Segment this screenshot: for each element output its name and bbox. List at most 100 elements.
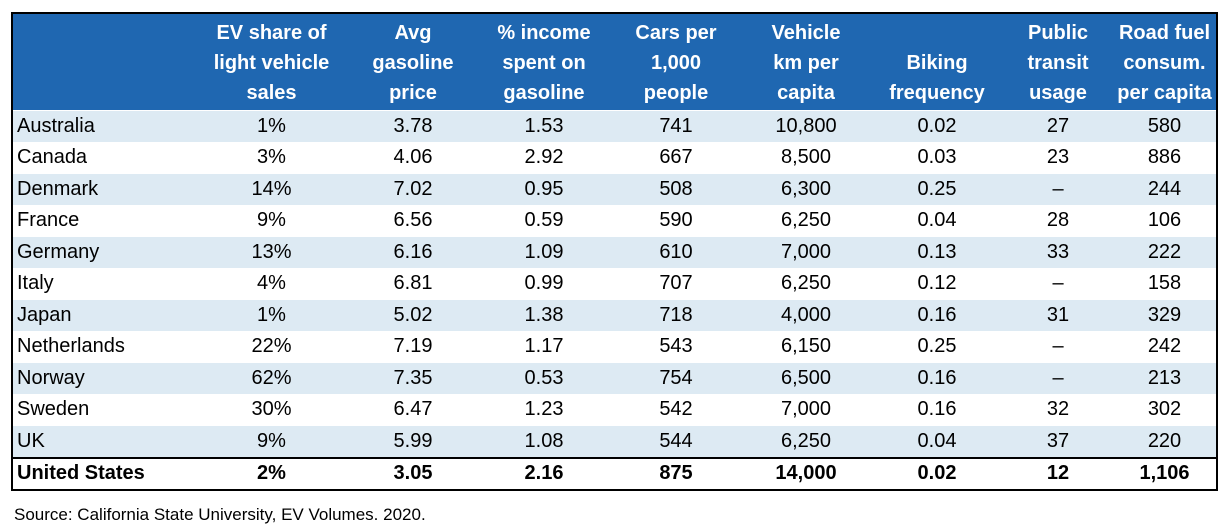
- cell-public-transit: –: [1003, 330, 1113, 363]
- cell-road-fuel: 220: [1113, 425, 1216, 458]
- cell-country: Norway: [13, 362, 194, 394]
- cell-road-fuel: 329: [1113, 299, 1216, 331]
- cell-cars-per-1000: 754: [611, 362, 741, 394]
- table-row: Sweden 30% 6.47 1.23 542 7,000 0.16 32 302: [13, 393, 1216, 426]
- cell-country: Netherlands: [13, 330, 194, 363]
- cell-vehicle-km: 7,000: [741, 393, 871, 426]
- table-row: Germany 13% 6.16 1.09 610 7,000 0.13 33 222: [13, 236, 1216, 268]
- cell-road-fuel: 580: [1113, 110, 1216, 142]
- cell-vehicle-km: 4,000: [741, 299, 871, 331]
- cell-biking-frequency: 0.25: [871, 173, 1003, 205]
- cell-road-fuel: 242: [1113, 330, 1216, 363]
- cell-ev-share: 62%: [194, 362, 349, 394]
- table-row: Denmark 14% 7.02 0.95 508 6,300 0.25–244: [13, 173, 1216, 205]
- cell-ev-share: 14%: [194, 173, 349, 205]
- cell-biking-frequency: 0.02: [871, 110, 1003, 142]
- cell-ev-share: 4%: [194, 267, 349, 300]
- column-header-cars-per-1000: Cars per 1,000 people: [611, 14, 741, 111]
- table-row: Japan 1% 5.02 1.38 718 4,000 0.16 31 329: [13, 299, 1216, 331]
- cell-public-transit: 27: [1003, 110, 1113, 142]
- cell-gasoline-price: 6.16: [349, 236, 477, 268]
- cell-biking-frequency: 0.12: [871, 267, 1003, 300]
- cell-income-spent: 1.38: [477, 299, 611, 331]
- cell-country: United States: [13, 456, 194, 489]
- cell-biking-frequency: 0.04: [871, 204, 1003, 237]
- data-table-frame: EV share of light vehicle sales Avg gaso…: [11, 12, 1218, 491]
- column-header-public-transit: Public transit usage: [1003, 14, 1113, 111]
- cell-ev-share: 2%: [194, 456, 349, 489]
- cell-cars-per-1000: 542: [611, 393, 741, 426]
- cell-country: UK: [13, 425, 194, 458]
- cell-road-fuel: 158: [1113, 267, 1216, 300]
- cell-vehicle-km: 6,250: [741, 204, 871, 237]
- cell-income-spent: 1.53: [477, 110, 611, 142]
- cell-biking-frequency: 0.03: [871, 141, 1003, 174]
- cell-country: Germany: [13, 236, 194, 268]
- cell-vehicle-km: 14,000: [741, 456, 871, 489]
- table-row: UK 9% 5.99 1.08 544 6,250 0.04 37 220: [13, 425, 1216, 458]
- cell-vehicle-km: 6,250: [741, 425, 871, 458]
- column-header-ev-share: EV share of light vehicle sales: [194, 14, 349, 111]
- cell-road-fuel: 213: [1113, 362, 1216, 394]
- table-row: Norway 62% 7.35 0.53 754 6,500 0.16–213: [13, 362, 1216, 394]
- cell-country: Italy: [13, 267, 194, 300]
- cell-public-transit: 31: [1003, 299, 1113, 331]
- cell-income-spent: 2.16: [477, 456, 611, 489]
- cell-income-spent: 1.23: [477, 393, 611, 426]
- cell-vehicle-km: 6,500: [741, 362, 871, 394]
- cell-country: Sweden: [13, 393, 194, 426]
- table-row: Netherlands 22% 7.19 1.17 543 6,150 0.25–242: [13, 330, 1216, 363]
- cell-road-fuel: 222: [1113, 236, 1216, 268]
- cell-vehicle-km: 8,500: [741, 141, 871, 174]
- cell-vehicle-km: 6,250: [741, 267, 871, 300]
- cell-road-fuel: 244: [1113, 173, 1216, 205]
- cell-country: France: [13, 204, 194, 237]
- cell-vehicle-km: 6,300: [741, 173, 871, 205]
- cell-ev-share: 9%: [194, 204, 349, 237]
- cell-cars-per-1000: 544: [611, 425, 741, 458]
- cell-income-spent: 0.95: [477, 173, 611, 205]
- cell-public-transit: –: [1003, 267, 1113, 300]
- cell-cars-per-1000: 667: [611, 141, 741, 174]
- cell-country: Japan: [13, 299, 194, 331]
- cell-income-spent: 1.08: [477, 425, 611, 458]
- cell-cars-per-1000: 543: [611, 330, 741, 363]
- cell-income-spent: 0.53: [477, 362, 611, 394]
- cell-public-transit: 37: [1003, 425, 1113, 458]
- table-row: Canada 3% 4.06 2.92 667 8,500 0.03 23 886: [13, 141, 1216, 174]
- cell-public-transit: 32: [1003, 393, 1113, 426]
- cell-cars-per-1000: 875: [611, 456, 741, 489]
- cell-biking-frequency: 0.13: [871, 236, 1003, 268]
- cell-vehicle-km: 6,150: [741, 330, 871, 363]
- cell-road-fuel: 1,106: [1113, 456, 1216, 489]
- column-header-vehicle-km: Vehicle km per capita: [741, 14, 871, 111]
- cell-gasoline-price: 6.81: [349, 267, 477, 300]
- cell-income-spent: 2.92: [477, 141, 611, 174]
- cell-road-fuel: 302: [1113, 393, 1216, 426]
- cell-biking-frequency: 0.16: [871, 393, 1003, 426]
- column-header-biking-frequency: Biking frequency: [871, 14, 1003, 111]
- cell-vehicle-km: 10,800: [741, 110, 871, 142]
- cell-income-spent: 1.09: [477, 236, 611, 268]
- cell-gasoline-price: 3.05: [349, 456, 477, 489]
- cell-biking-frequency: 0.16: [871, 362, 1003, 394]
- cell-biking-frequency: 0.02: [871, 456, 1003, 489]
- source-note: Source: California State University, EV …: [14, 505, 426, 524]
- cell-country: Denmark: [13, 173, 194, 205]
- cell-road-fuel: 886: [1113, 141, 1216, 174]
- cell-public-transit: 33: [1003, 236, 1113, 268]
- cell-cars-per-1000: 590: [611, 204, 741, 237]
- header-row: EV share of light vehicle sales Avg gaso…: [13, 14, 1216, 111]
- cell-cars-per-1000: 508: [611, 173, 741, 205]
- column-header-gasoline-price: Avg gasoline price: [349, 14, 477, 111]
- cell-gasoline-price: 6.47: [349, 393, 477, 426]
- column-header-road-fuel: Road fuel consum. per capita: [1113, 14, 1216, 111]
- cell-cars-per-1000: 610: [611, 236, 741, 268]
- cell-ev-share: 30%: [194, 393, 349, 426]
- cell-country: Australia: [13, 110, 194, 142]
- cell-ev-share: 1%: [194, 299, 349, 331]
- cell-gasoline-price: 5.02: [349, 299, 477, 331]
- table-body: Australia 1% 3.78 1.53 741 10,800 0.02 27 580 Can…: [13, 110, 1216, 489]
- cell-public-transit: 28: [1003, 204, 1113, 237]
- cell-ev-share: 9%: [194, 425, 349, 458]
